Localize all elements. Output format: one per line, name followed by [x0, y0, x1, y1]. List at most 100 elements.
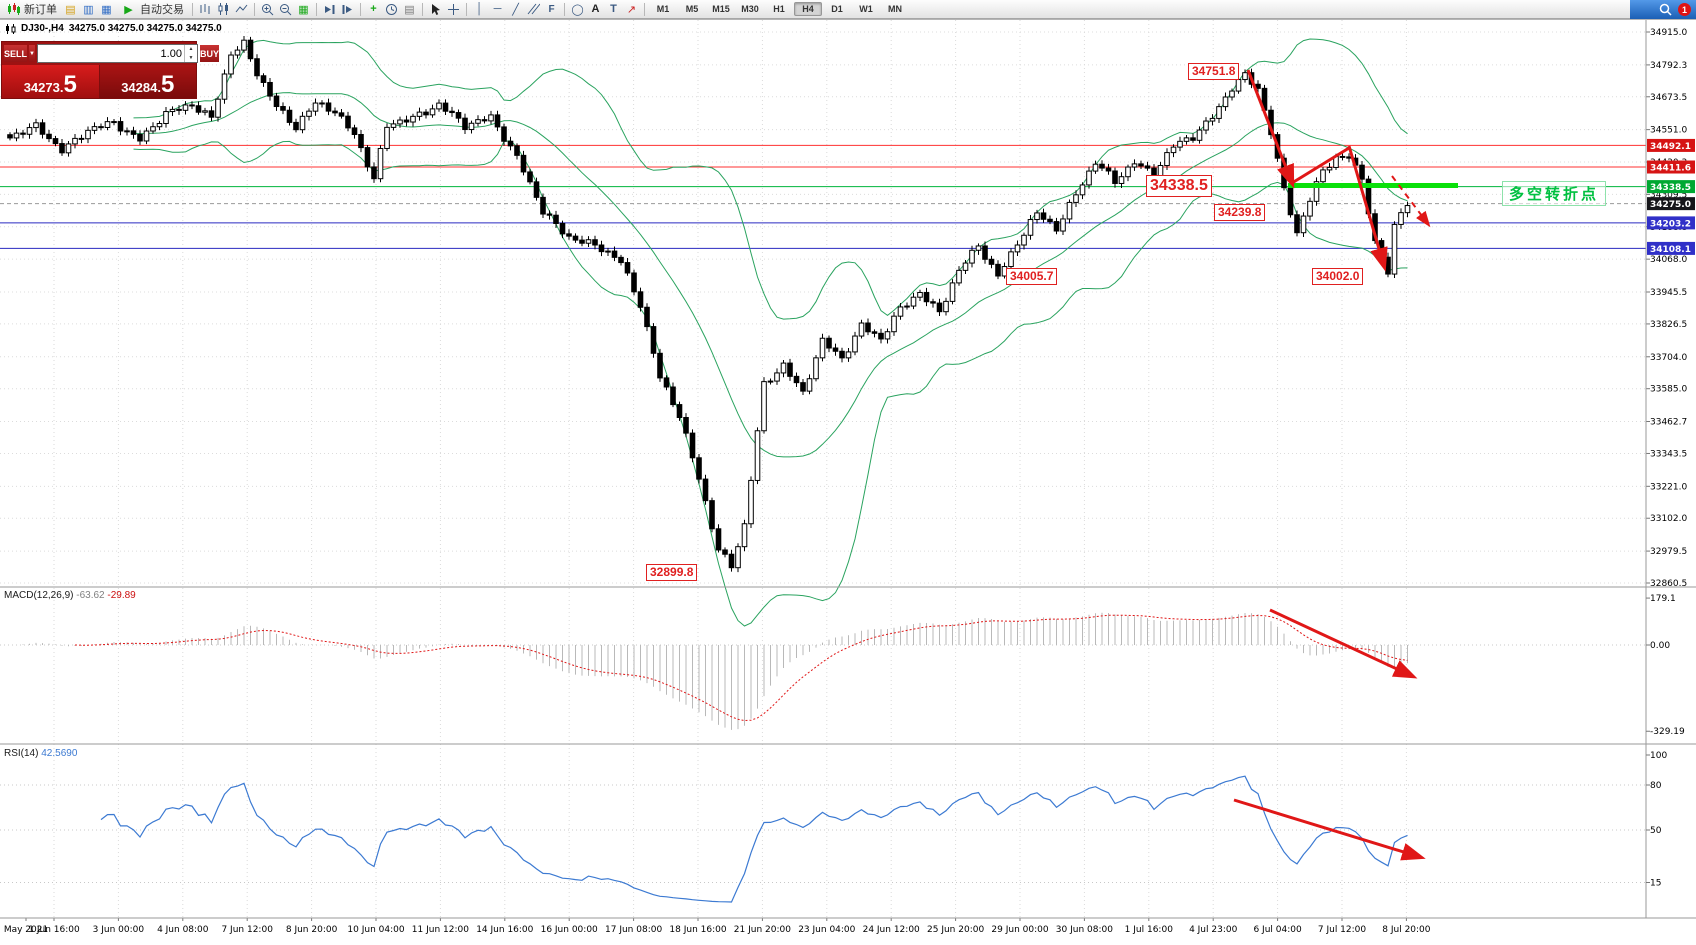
svg-text:7 Jul 12:00: 7 Jul 12:00 [1318, 925, 1367, 935]
callout-swing-high[interactable]: 34751.8 [1188, 63, 1240, 80]
svg-text:6 Jul 04:00: 6 Jul 04:00 [1253, 925, 1302, 935]
buy-button[interactable]: BUY [199, 45, 219, 62]
order-type-dropdown[interactable]: ▼ [29, 45, 35, 62]
callout-major-low[interactable]: 32899.8 [646, 564, 698, 581]
svg-text:50: 50 [1650, 826, 1662, 836]
trendline-tool-icon[interactable]: ╱ [512, 3, 519, 16]
vertical-line-tool-icon[interactable]: │ [476, 3, 483, 15]
bar-chart-type-icon[interactable] [197, 2, 214, 17]
svg-text:8 Jun 20:00: 8 Jun 20:00 [286, 925, 338, 935]
rsi-label: RSI(14) 42.5690 [4, 748, 77, 759]
chart-shift-icon[interactable] [339, 2, 356, 17]
sell-price-main: 34273. [23, 80, 64, 95]
svg-text:32860.5: 32860.5 [1650, 579, 1687, 589]
svg-text:0.00: 0.00 [1650, 641, 1670, 651]
svg-text:34338.5: 34338.5 [1650, 183, 1691, 193]
zoom-in-icon[interactable] [259, 2, 276, 17]
svg-text:80: 80 [1650, 781, 1662, 791]
volume-stepper: ▲ ▼ [183, 45, 197, 62]
sell-price-big-digit: 5 [63, 71, 77, 98]
cursor-icon[interactable] [427, 2, 444, 17]
svg-text:34068.0: 34068.0 [1650, 255, 1687, 265]
svg-text:8 Jul 20:00: 8 Jul 20:00 [1382, 925, 1431, 935]
svg-text:33945.5: 33945.5 [1650, 288, 1687, 298]
macd-name: MACD(12,26,9) [4, 590, 74, 601]
tile-windows-icon[interactable]: ▦ [298, 3, 309, 16]
volume-up-icon[interactable]: ▲ [188, 46, 194, 53]
svg-text:May 2021: May 2021 [4, 925, 48, 935]
sell-price-button[interactable]: 34273. 5 [2, 65, 99, 98]
notification-badge[interactable]: 1 [1678, 3, 1691, 16]
crosshair-icon[interactable] [445, 2, 462, 17]
one-click-trading-widget: SELL ▼ ▲ ▼ BUY 34273. 5 34284. 5 [1, 41, 219, 99]
timeframe-h4[interactable]: H4 [794, 2, 822, 16]
profiles-icon[interactable]: ▤ [65, 3, 76, 16]
svg-text:34411.6: 34411.6 [1650, 164, 1691, 174]
arrow-annotations-layer [1233, 69, 1431, 861]
timeframe-bar: M1 M5 M15 M30 H1 H4 D1 W1 MN [649, 2, 909, 16]
new-order-button[interactable]: 新订单 [3, 1, 61, 17]
volume-input[interactable] [37, 45, 184, 62]
auto-trading-button[interactable]: ▶ 自动交易 [116, 1, 188, 17]
chart-overlays-layer [1288, 183, 1458, 188]
svg-text:33102.0: 33102.0 [1650, 514, 1687, 524]
macd-value: -63.62 [76, 590, 105, 601]
timeframe-m30[interactable]: M30 [741, 4, 759, 14]
svg-text:34108.1: 34108.1 [1650, 245, 1691, 255]
timeframe-d1[interactable]: D1 [831, 4, 843, 14]
svg-text:33221.0: 33221.0 [1650, 482, 1687, 492]
rsi-layer [0, 775, 1646, 903]
timeframe-m1[interactable]: M1 [656, 4, 670, 14]
new-order-icon [8, 3, 20, 15]
volume-down-icon[interactable]: ▼ [188, 54, 194, 61]
svg-text:3 Jun 00:00: 3 Jun 00:00 [93, 925, 145, 935]
fibonacci-tool-icon[interactable]: F [548, 3, 555, 15]
grid-layer [0, 20, 1646, 918]
channel-tool-icon[interactable] [525, 2, 542, 17]
svg-text:23 Jun 04:00: 23 Jun 04:00 [798, 925, 855, 935]
svg-text:34492.1: 34492.1 [1650, 142, 1691, 152]
sell-button[interactable]: SELL [4, 45, 28, 62]
volume-field: ▲ ▼ [36, 44, 198, 63]
callout-swing-low-1[interactable]: 34005.7 [1006, 268, 1058, 285]
svg-text:34673.5: 34673.5 [1650, 93, 1687, 103]
svg-text:34551.0: 34551.0 [1650, 126, 1687, 136]
timeframe-m5[interactable]: M5 [685, 4, 699, 14]
templates-icon[interactable]: ▤ [404, 3, 415, 16]
auto-trading-play-icon: ▶ [124, 3, 133, 16]
macd-label: MACD(12,26,9) -63.62 -29.89 [4, 590, 136, 601]
callout-retest-price[interactable]: 34239.8 [1214, 204, 1266, 221]
candle-chart-type-icon[interactable] [215, 2, 232, 17]
market-watch-icon[interactable]: ▥ [83, 3, 94, 16]
arrows-tool-icon[interactable]: ↗ [626, 3, 637, 16]
auto-scroll-icon[interactable] [321, 2, 338, 17]
callout-pivot-price[interactable]: 34338.5 [1146, 175, 1212, 197]
macd-layer [0, 612, 1646, 730]
timeframe-mn[interactable]: MN [888, 4, 902, 14]
horizontal-line-tool-icon[interactable]: ─ [493, 3, 502, 15]
zoom-out-icon[interactable] [277, 2, 294, 17]
svg-text:-329.19: -329.19 [1650, 727, 1685, 737]
callout-swing-low-2[interactable]: 34002.0 [1312, 268, 1364, 285]
svg-text:34275.0: 34275.0 [1650, 200, 1691, 210]
svg-text:17 Jun 08:00: 17 Jun 08:00 [605, 925, 662, 935]
symbol-ohlc-values: 34275.0 34275.0 34275.0 34275.0 [68, 23, 222, 34]
timeframe-m15[interactable]: M15 [712, 4, 730, 14]
period-clock-icon[interactable] [383, 2, 400, 17]
data-window-icon[interactable]: ▦ [101, 3, 112, 16]
buy-price-big-digit: 5 [160, 71, 175, 98]
svg-text:33343.5: 33343.5 [1650, 449, 1687, 459]
shapes-tool-icon[interactable]: ◯ [571, 3, 584, 16]
svg-text:14 Jun 16:00: 14 Jun 16:00 [476, 925, 533, 935]
label-tool-icon[interactable]: T [610, 3, 617, 15]
search-icon[interactable] [1659, 3, 1672, 16]
timeframe-h1[interactable]: H1 [773, 4, 785, 14]
line-chart-type-icon[interactable] [233, 2, 250, 17]
timeframe-w1[interactable]: W1 [859, 4, 873, 14]
text-tool-icon[interactable]: A [591, 3, 600, 15]
pivot-note-text[interactable]: 多空转折点 [1502, 181, 1607, 206]
buy-price-button[interactable]: 34284. 5 [98, 65, 196, 98]
new-chart-icon[interactable]: + [370, 3, 377, 15]
